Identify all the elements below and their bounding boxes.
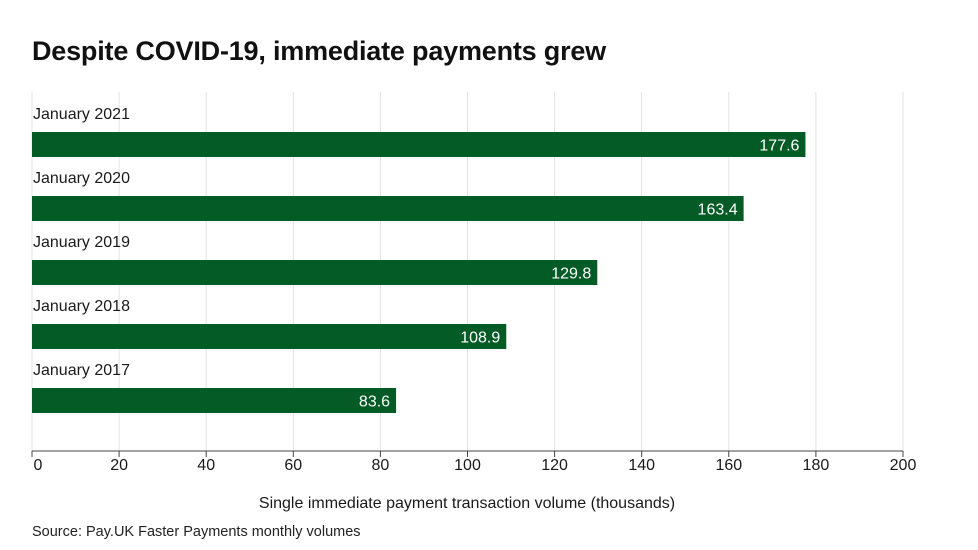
x-tick-label: 100 xyxy=(454,457,481,474)
bar-value-label: 108.9 xyxy=(460,330,500,347)
bars: January 2021 177.6 January 2020 163.4 Januar… xyxy=(32,106,806,413)
x-tick-label: 0 xyxy=(34,457,43,474)
x-tick-label: 140 xyxy=(628,457,655,474)
x-tick-label: 120 xyxy=(541,457,568,474)
x-tick-label: 160 xyxy=(715,457,742,474)
category-label: January 2017 xyxy=(33,362,130,379)
x-tick-label: 20 xyxy=(110,457,128,474)
bar xyxy=(32,260,598,285)
bar xyxy=(32,324,507,349)
bar-value-label: 83.6 xyxy=(359,394,390,411)
x-axis-label: Single immediate payment transaction vol… xyxy=(259,495,675,512)
x-tick-label: 80 xyxy=(372,457,390,474)
bar-value-label: 163.4 xyxy=(698,202,738,219)
bar-value-label: 129.8 xyxy=(551,266,591,283)
source-note: Source: Pay.UK Faster Payments monthly v… xyxy=(32,524,361,540)
x-tick-label: 40 xyxy=(197,457,215,474)
x-tick-label: 200 xyxy=(890,457,917,474)
bar xyxy=(32,132,806,157)
category-label: January 2021 xyxy=(33,106,130,123)
x-axis: 0 20 40 60 80 100 120 140 160 180 200 xyxy=(31,450,917,474)
x-tick-label: 180 xyxy=(803,457,830,474)
category-label: January 2020 xyxy=(33,170,130,187)
bar-value-label: 177.6 xyxy=(759,138,799,155)
category-label: January 2018 xyxy=(33,298,130,315)
bar xyxy=(32,388,397,413)
bar xyxy=(32,196,744,221)
x-tick-label: 60 xyxy=(284,457,302,474)
chart-title: Despite COVID-19, immediate payments gre… xyxy=(32,36,606,66)
category-label: January 2019 xyxy=(33,234,130,251)
